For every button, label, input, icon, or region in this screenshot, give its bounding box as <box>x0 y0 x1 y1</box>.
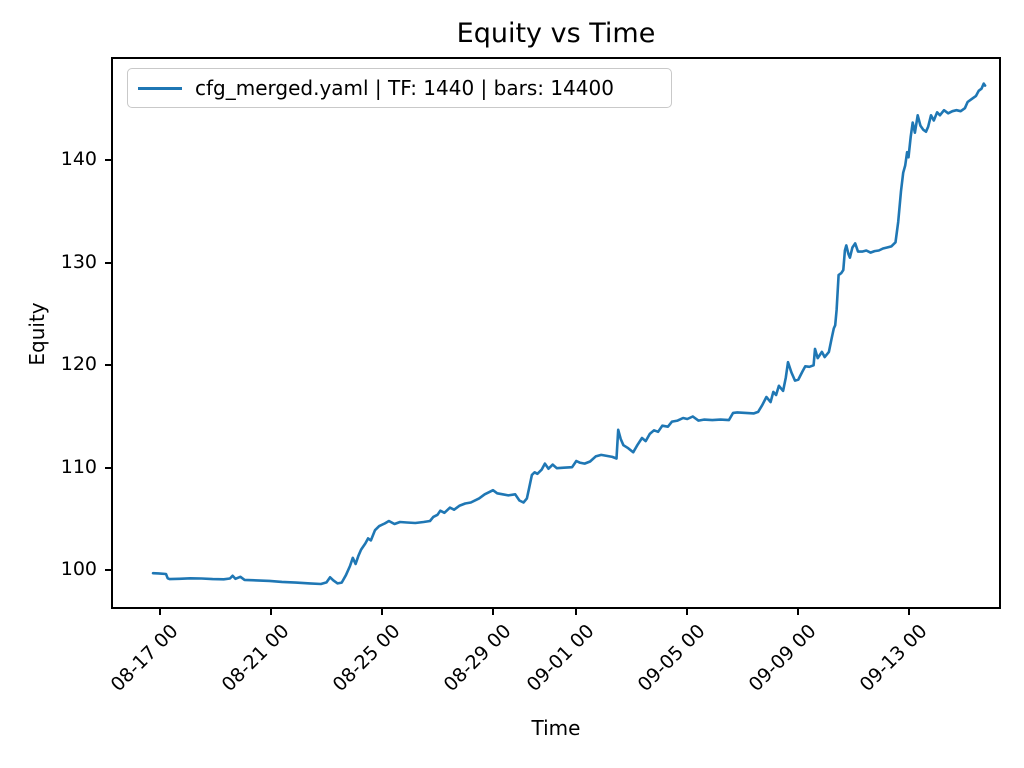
x-tick-label: 09-13 00 <box>855 620 932 696</box>
x-tick-mark <box>269 607 272 615</box>
y-tick-label: 130 <box>60 250 97 273</box>
legend-line-swatch <box>138 86 182 90</box>
y-tick-mark <box>105 261 113 264</box>
x-tick-label: 09-01 00 <box>522 620 599 696</box>
x-tick-label: 08-21 00 <box>217 620 294 696</box>
y-tick-label: 120 <box>60 353 97 376</box>
y-tick-mark <box>105 364 113 367</box>
legend: cfg_merged.yaml | TF: 1440 | bars: 14400 <box>127 68 672 108</box>
y-tick-mark <box>105 159 113 162</box>
x-tick-mark <box>575 607 578 615</box>
y-tick-mark <box>105 466 113 469</box>
equity-line-series <box>151 82 987 586</box>
x-tick-label: 09-09 00 <box>744 620 821 696</box>
x-tick-mark <box>686 607 689 615</box>
x-tick-mark <box>797 607 800 615</box>
y-axis-label: Equity <box>25 302 49 366</box>
equity-line-chart <box>151 82 987 586</box>
y-tick-mark <box>105 569 113 572</box>
x-axis-label: Time <box>531 716 581 740</box>
x-tick-label: 08-25 00 <box>328 620 405 696</box>
x-tick-label: 09-05 00 <box>633 620 710 696</box>
x-tick-mark <box>491 607 494 615</box>
y-tick-label: 140 <box>60 148 97 171</box>
x-tick-mark <box>158 607 161 615</box>
x-tick-label: 08-29 00 <box>439 620 516 696</box>
plot-area-spines <box>111 57 1001 609</box>
x-tick-label: 08-17 00 <box>106 620 183 696</box>
y-tick-label: 100 <box>60 558 97 581</box>
x-tick-mark <box>908 607 911 615</box>
x-tick-mark <box>380 607 383 615</box>
chart-title: Equity vs Time <box>456 18 656 49</box>
legend-label: cfg_merged.yaml | TF: 1440 | bars: 14400 <box>195 76 614 100</box>
y-tick-label: 110 <box>60 455 97 478</box>
